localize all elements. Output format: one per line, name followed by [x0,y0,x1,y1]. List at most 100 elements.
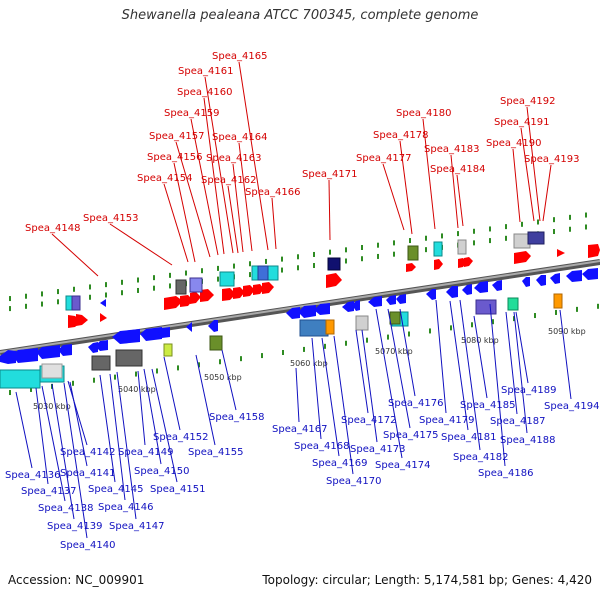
forward-gene[interactable] [233,287,245,299]
gene-label-bottom[interactable]: Spea_4181 [441,432,496,443]
gene-label-bottom[interactable]: Spea_4167 [272,424,327,435]
gene-label-bottom[interactable]: Spea_4168 [294,441,349,452]
gene-label-top[interactable]: Spea_4156 [147,152,202,163]
forward-gene[interactable] [514,251,531,264]
reverse-gene[interactable] [550,273,560,284]
gene-label-bottom[interactable]: Spea_4173 [350,444,405,455]
gene-label-bottom[interactable]: Spea_4150 [134,466,189,477]
gene-label-bottom[interactable]: Spea_4136 [5,470,60,481]
gene-label-top[interactable]: Spea_4157 [149,131,204,142]
feature-box[interactable] [299,319,329,337]
gene-label-bottom[interactable]: Spea_4194 [544,401,599,412]
gene-label-top[interactable]: Spea_4183 [424,144,479,155]
gene-label-bottom[interactable]: Spea_4137 [21,486,76,497]
reverse-gene[interactable] [286,307,300,319]
gene-label-top[interactable]: Spea_4184 [430,164,485,175]
feature-box[interactable] [507,297,519,311]
gene-label-bottom[interactable]: Spea_4188 [500,435,555,446]
gene-label-top[interactable]: Spea_4153 [83,213,138,224]
feature-box[interactable] [189,277,203,293]
forward-gene[interactable] [326,273,342,288]
reverse-gene[interactable] [582,268,598,280]
forward-gene[interactable] [200,289,214,302]
gene-label-top[interactable]: Spea_4180 [396,108,451,119]
gene-label-bottom[interactable]: Spea_4172 [341,415,396,426]
forward-gene[interactable] [243,285,255,297]
gene-label-bottom[interactable]: Spea_4158 [209,412,264,423]
reverse-gene[interactable] [208,320,218,332]
forward-gene[interactable] [190,292,201,304]
reverse-gene[interactable] [140,327,162,341]
reverse-gene[interactable] [36,345,60,359]
reverse-gene[interactable] [100,299,106,307]
reverse-gene[interactable] [492,280,502,291]
gene-label-bottom[interactable]: Spea_4138 [38,503,93,514]
reverse-gene[interactable] [566,270,582,282]
gene-label-bottom[interactable]: Spea_4149 [118,447,173,458]
reverse-gene[interactable] [368,296,382,307]
gene-label-bottom[interactable]: Spea_4142 [60,447,115,458]
reverse-gene[interactable] [352,300,360,311]
forward-gene[interactable] [406,263,416,272]
gene-label-top[interactable]: Spea_4161 [178,66,233,77]
gene-label-bottom[interactable]: Spea_4169 [312,458,367,469]
feature-box[interactable] [527,231,545,245]
gene-label-bottom[interactable]: Spea_4182 [453,452,508,463]
gene-label-top[interactable]: Spea_4191 [494,117,549,128]
gene-label-top[interactable]: Spea_4166 [245,187,300,198]
reverse-gene[interactable] [426,289,436,300]
reverse-gene[interactable] [396,294,406,304]
feature-box[interactable] [41,363,63,379]
feature-box[interactable] [71,295,81,311]
forward-gene[interactable] [68,315,82,328]
forward-gene[interactable] [588,244,600,258]
reverse-gene[interactable] [95,340,108,351]
gene-label-bottom[interactable]: Spea_4179 [419,415,474,426]
gene-label-top[interactable]: Spea_4177 [356,153,411,164]
forward-gene[interactable] [557,249,565,257]
gene-label-top[interactable]: Spea_4190 [486,138,541,149]
gene-label-top[interactable]: Spea_4148 [25,223,80,234]
feature-box[interactable] [115,349,143,367]
gene-label-bottom[interactable]: Spea_4145 [88,484,143,495]
feature-box[interactable] [325,319,335,335]
forward-gene[interactable] [100,313,107,322]
feature-box[interactable] [475,299,497,315]
gene-label-top[interactable]: Spea_4193 [524,154,579,165]
feature-box[interactable] [175,279,187,295]
forward-gene[interactable] [253,284,264,295]
gene-label-bottom[interactable]: Spea_4187 [490,416,545,427]
reverse-gene[interactable] [522,277,530,287]
reverse-gene[interactable] [0,350,16,364]
gene-label-bottom[interactable]: Spea_4151 [150,484,205,495]
reverse-gene[interactable] [386,295,396,305]
feature-box[interactable] [327,257,341,271]
reverse-gene[interactable] [446,286,458,298]
feature-box[interactable] [355,315,369,331]
gene-label-top[interactable]: Spea_4171 [302,169,357,180]
reverse-gene[interactable] [58,344,72,356]
forward-gene[interactable] [222,288,236,301]
gene-label-bottom[interactable]: Spea_4185 [460,400,515,411]
reverse-gene[interactable] [298,305,316,318]
gene-label-bottom[interactable]: Spea_4170 [326,476,381,487]
reverse-gene[interactable] [536,275,546,286]
gene-label-bottom[interactable]: Spea_4189 [501,385,556,396]
gene-label-top[interactable]: Spea_4154 [137,173,192,184]
gene-label-top[interactable]: Spea_4178 [373,130,428,141]
feature-box[interactable] [163,343,173,357]
feature-box[interactable] [553,293,563,309]
gene-label-bottom[interactable]: Spea_4139 [47,521,102,532]
gene-label-top[interactable]: Spea_4159 [164,108,219,119]
reverse-gene[interactable] [186,322,192,332]
feature-box[interactable] [257,265,269,281]
gene-label-top[interactable]: Spea_4162 [201,175,256,186]
gene-label-top[interactable]: Spea_4163 [206,153,261,164]
forward-gene[interactable] [434,259,443,270]
gene-label-bottom[interactable]: Spea_4186 [478,468,533,479]
reverse-gene[interactable] [342,301,354,312]
feature-box[interactable] [219,271,235,287]
reverse-gene[interactable] [12,348,38,363]
reverse-gene[interactable] [462,284,472,295]
gene-label-bottom[interactable]: Spea_4146 [98,502,153,513]
